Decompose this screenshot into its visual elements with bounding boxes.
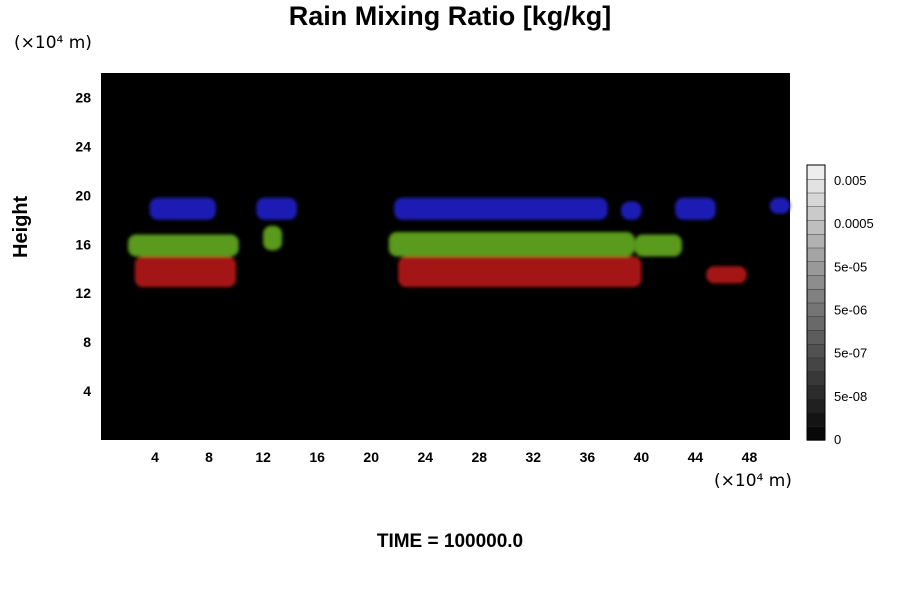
x-tick-label: 48 [742,449,758,465]
data-regions [128,197,790,288]
x-tick-label: 16 [309,449,325,465]
y-axis-unit: (×10⁴ m) [14,33,92,53]
colorbar-swatch [806,192,826,207]
colorbar-tick-label: 5e-05 [834,259,867,274]
y-tick-label: 20 [75,187,91,203]
colorbar-swatch [806,206,826,221]
y-tick-labels: 4 8 12 16 20 24 28 [75,89,91,399]
region-blue-1 [256,197,297,220]
colorbar-frame [806,164,826,441]
colorbar-swatch [806,357,826,372]
region-blue-3 [621,201,642,220]
colorbar-swatch [806,412,826,427]
colorbar-swatch [806,274,826,290]
x-tick-label: 20 [363,449,379,465]
colorbar-swatch [806,384,826,400]
colorbar-swatch [806,178,826,194]
colorbar-tick-label: 5e-06 [834,303,867,318]
colorbar-swatch [806,261,826,276]
y-tick-label: 8 [83,334,91,350]
region-blue-0 [149,197,216,220]
colorbar-tick-label: 0.0005 [834,216,874,231]
colorbar: 0.005 0.0005 5e-05 5e-06 5e-07 5e-08 0 [806,164,874,447]
colorbar-swatch [806,426,826,441]
y-tick-label: 28 [75,89,91,105]
x-tick-label: 36 [580,449,596,465]
region-red-12 [706,266,747,284]
time-label: TIME = 100000.0 [376,531,524,552]
region-green-8 [388,232,635,257]
y-tick-label: 12 [75,285,91,301]
colorbar-swatch [806,371,826,386]
region-green-7 [263,225,283,251]
x-tick-label: 32 [526,449,542,465]
colorbar-swatch [806,219,826,235]
region-blue-4 [675,197,716,220]
x-tick-label: 12 [255,449,271,465]
colorbar-swatch [806,302,826,317]
x-tick-label: 40 [634,449,650,465]
x-tick-label: 4 [151,449,159,465]
y-tick-label: 4 [83,383,91,399]
colorbar-swatch [806,343,826,359]
x-tick-label: 8 [205,449,213,465]
y-tick-label: 24 [75,138,91,154]
colorbar-swatch [806,164,826,180]
region-blue-2 [394,197,608,220]
colorbar-tick-label: 5e-07 [834,346,867,361]
colorbar-swatch [806,329,826,345]
colorbar-swatch [806,316,826,331]
colorbar-tick-label: 0.005 [834,173,867,188]
x-axis-unit: (×10⁴ m) [714,471,792,491]
y-tick-label: 16 [75,236,91,252]
colorbar-tick-label: 5e-08 [834,389,867,404]
region-green-9 [634,234,682,257]
region-red-11 [398,256,642,288]
colorbar-swatch [806,233,826,249]
colorbar-tick-label: 0 [834,432,841,447]
colorbar-swatch [806,247,826,262]
region-red-10 [134,256,237,288]
colorbar-swatch [806,288,826,304]
region-blue-5 [769,197,790,214]
x-tick-label: 44 [688,449,704,465]
x-tick-label: 28 [471,449,487,465]
x-tick-label: 24 [417,449,433,465]
colorbar-swatch [806,398,826,414]
x-tick-labels: 4 8 12 16 20 24 28 32 36 40 44 48 [151,449,757,465]
region-green-6 [128,234,239,257]
chart-title: Rain Mixing Ratio [kg/kg] [288,1,612,31]
